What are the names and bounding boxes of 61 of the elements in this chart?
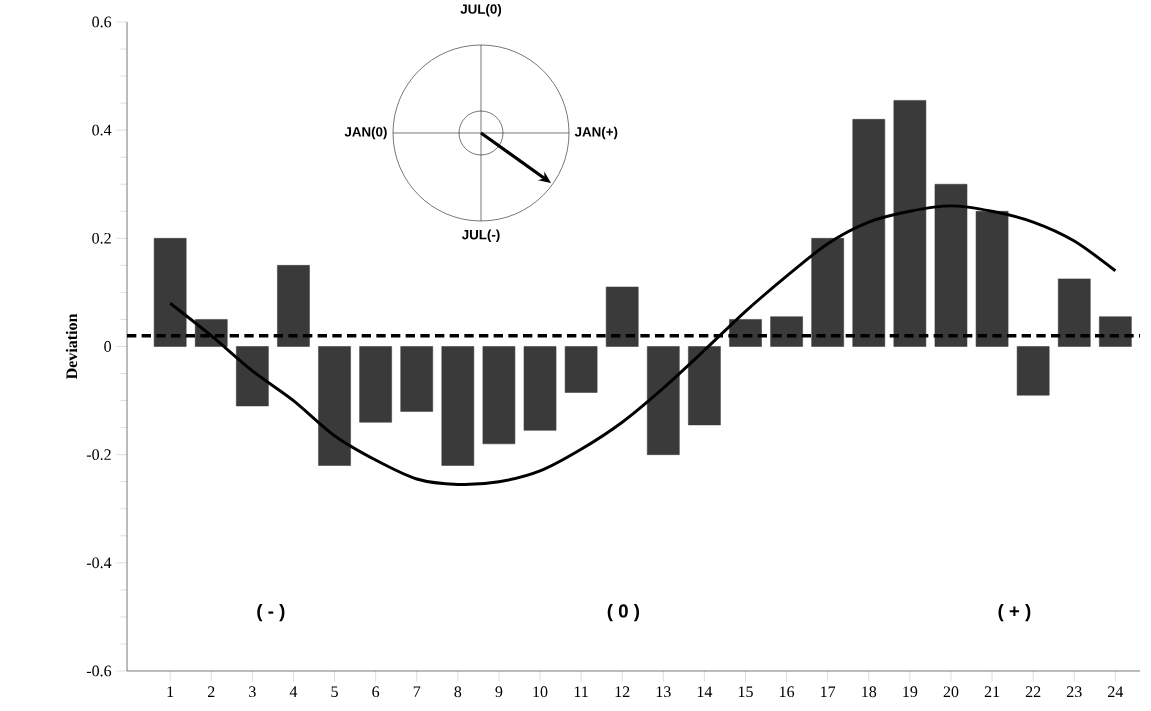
x-tick-label: 16: [779, 686, 795, 698]
x-tick-label: 15: [738, 686, 753, 698]
bar: [934, 183, 968, 347]
x-tick-label: 11: [574, 686, 588, 697]
bar: [564, 346, 598, 393]
annotation: JUL(-): [461, 229, 500, 243]
annotation: ( + ): [998, 603, 1031, 622]
y-tick-label: 0: [104, 341, 112, 352]
bar: [975, 211, 1009, 347]
x-tick-label: 14: [697, 686, 713, 697]
x-tick-label: 1: [167, 686, 174, 697]
x-tick-label: 19: [903, 686, 918, 698]
bar: [1016, 346, 1050, 396]
bar: [318, 346, 351, 466]
bar: [400, 346, 434, 412]
y-axis-title: Deviation: [65, 313, 78, 380]
bar: [523, 346, 557, 431]
x-tick-label: 3: [249, 686, 256, 698]
y-tick-label: 0.2: [92, 232, 111, 244]
bar: [482, 346, 516, 445]
x-tick-label: 6: [372, 686, 380, 698]
bar: [1099, 316, 1132, 347]
bar: [277, 265, 310, 347]
bar: [605, 286, 639, 347]
text: JUL(0): [460, 3, 502, 17]
bar: [441, 346, 475, 466]
x-tick-label: 8: [454, 686, 462, 698]
x-tick-label: 4: [289, 686, 298, 697]
x-tick-label: 2: [207, 686, 215, 697]
x-tick-label: 7: [413, 686, 421, 697]
bar: [236, 346, 269, 407]
y-tick-label: 0.4: [92, 124, 112, 136]
x-tick-label: 23: [1066, 686, 1082, 698]
annotation: ( 0 ): [607, 603, 640, 622]
x-tick-label: 10: [533, 686, 548, 698]
annotation: ( - ): [257, 603, 285, 622]
x-tick-label: 5: [331, 686, 338, 697]
x-tick-label: 9: [495, 686, 503, 698]
bar: [688, 346, 721, 426]
bar: [1057, 278, 1091, 347]
x-tick-label: 22: [1025, 686, 1041, 697]
bar: [647, 346, 680, 455]
x-tick-label: 18: [862, 686, 877, 698]
bar: [359, 346, 392, 423]
y-tick-label: -0.4: [86, 557, 112, 569]
annotation: JAN(+): [574, 126, 618, 140]
annotation: JAN(0): [344, 126, 387, 140]
bar: [893, 100, 927, 347]
x-tick-label: 17: [821, 686, 836, 697]
x-tick-label: 21: [984, 686, 1000, 697]
bar: [852, 119, 886, 347]
y-tick-label: 0.6: [92, 16, 112, 28]
x-tick-label: 20: [943, 686, 959, 698]
x-tick-label: 13: [656, 686, 671, 698]
x-tick-label: 12: [615, 686, 630, 697]
bar: [770, 316, 803, 347]
bar: [153, 238, 187, 347]
y-tick-label: -0.6: [86, 665, 112, 677]
y-tick-label: -0.2: [86, 449, 111, 461]
x-tick-label: 24: [1108, 686, 1124, 697]
bar: [811, 238, 844, 347]
